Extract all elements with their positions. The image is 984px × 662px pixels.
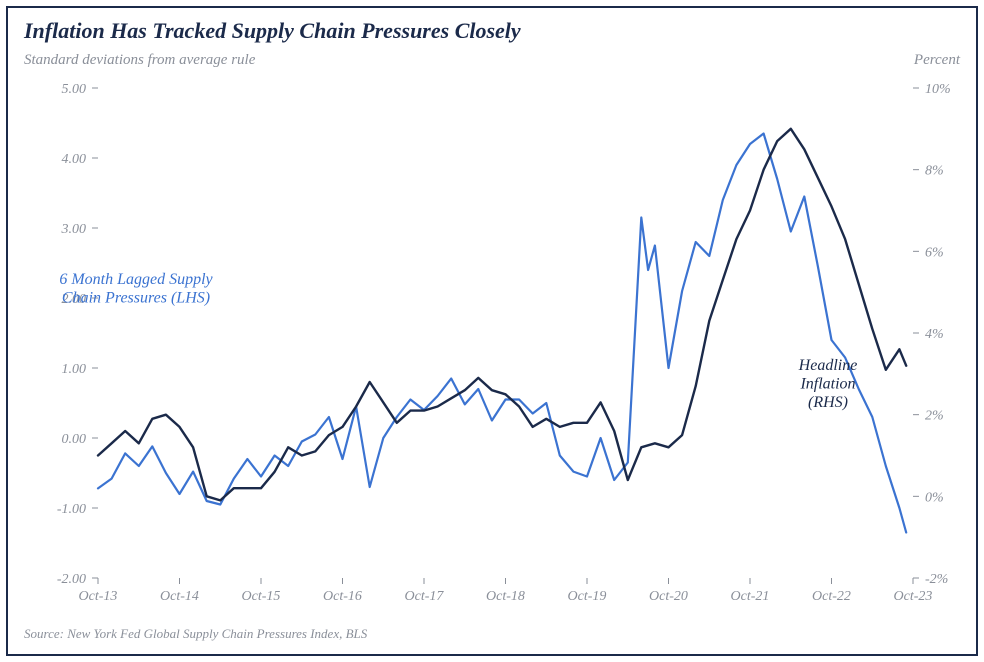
chart-plot: -2.00-1.000.001.002.003.004.005.00-2%0%2… [8,8,976,654]
x-tick-label: Oct-22 [812,589,851,604]
y-left-tick-label: -1.00 [57,502,86,517]
x-tick-label: Oct-18 [486,589,525,604]
y-right-tick-label: 8% [925,164,944,179]
series-label-headline_inflation: HeadlineInflation(RHS) [798,357,858,411]
x-tick-label: Oct-15 [242,589,281,604]
x-tick-label: Oct-20 [649,589,688,604]
chart-frame: Inflation Has Tracked Supply Chain Press… [6,6,978,656]
y-right-tick-label: -2% [925,572,948,587]
series-label-supply_chain: 6 Month Lagged SupplyChain Pressures (LH… [59,271,213,306]
y-right-tick-label: 0% [925,490,944,505]
y-right-tick-label: 4% [925,327,944,342]
x-tick-label: Oct-16 [323,589,362,604]
x-tick-label: Oct-23 [894,589,933,604]
y-right-tick-label: 10% [925,82,951,97]
y-right-tick-label: 6% [925,245,944,260]
x-tick-label: Oct-17 [405,589,445,604]
y-left-tick-label: 3.00 [61,222,87,237]
y-left-tick-label: -2.00 [57,572,86,587]
x-tick-label: Oct-21 [731,589,770,604]
y-left-tick-label: 4.00 [62,152,87,167]
y-right-tick-label: 2% [925,409,944,424]
y-left-tick-label: 5.00 [62,82,87,97]
x-tick-label: Oct-14 [160,589,199,604]
chart-source: Source: New York Fed Global Supply Chain… [24,626,367,642]
series-line-supply_chain [98,134,906,533]
y-left-tick-label: 0.00 [62,432,87,447]
series-line-headline_inflation [98,129,906,501]
x-tick-label: Oct-13 [79,589,118,604]
x-tick-label: Oct-19 [568,589,607,604]
y-left-tick-label: 1.00 [62,362,87,377]
